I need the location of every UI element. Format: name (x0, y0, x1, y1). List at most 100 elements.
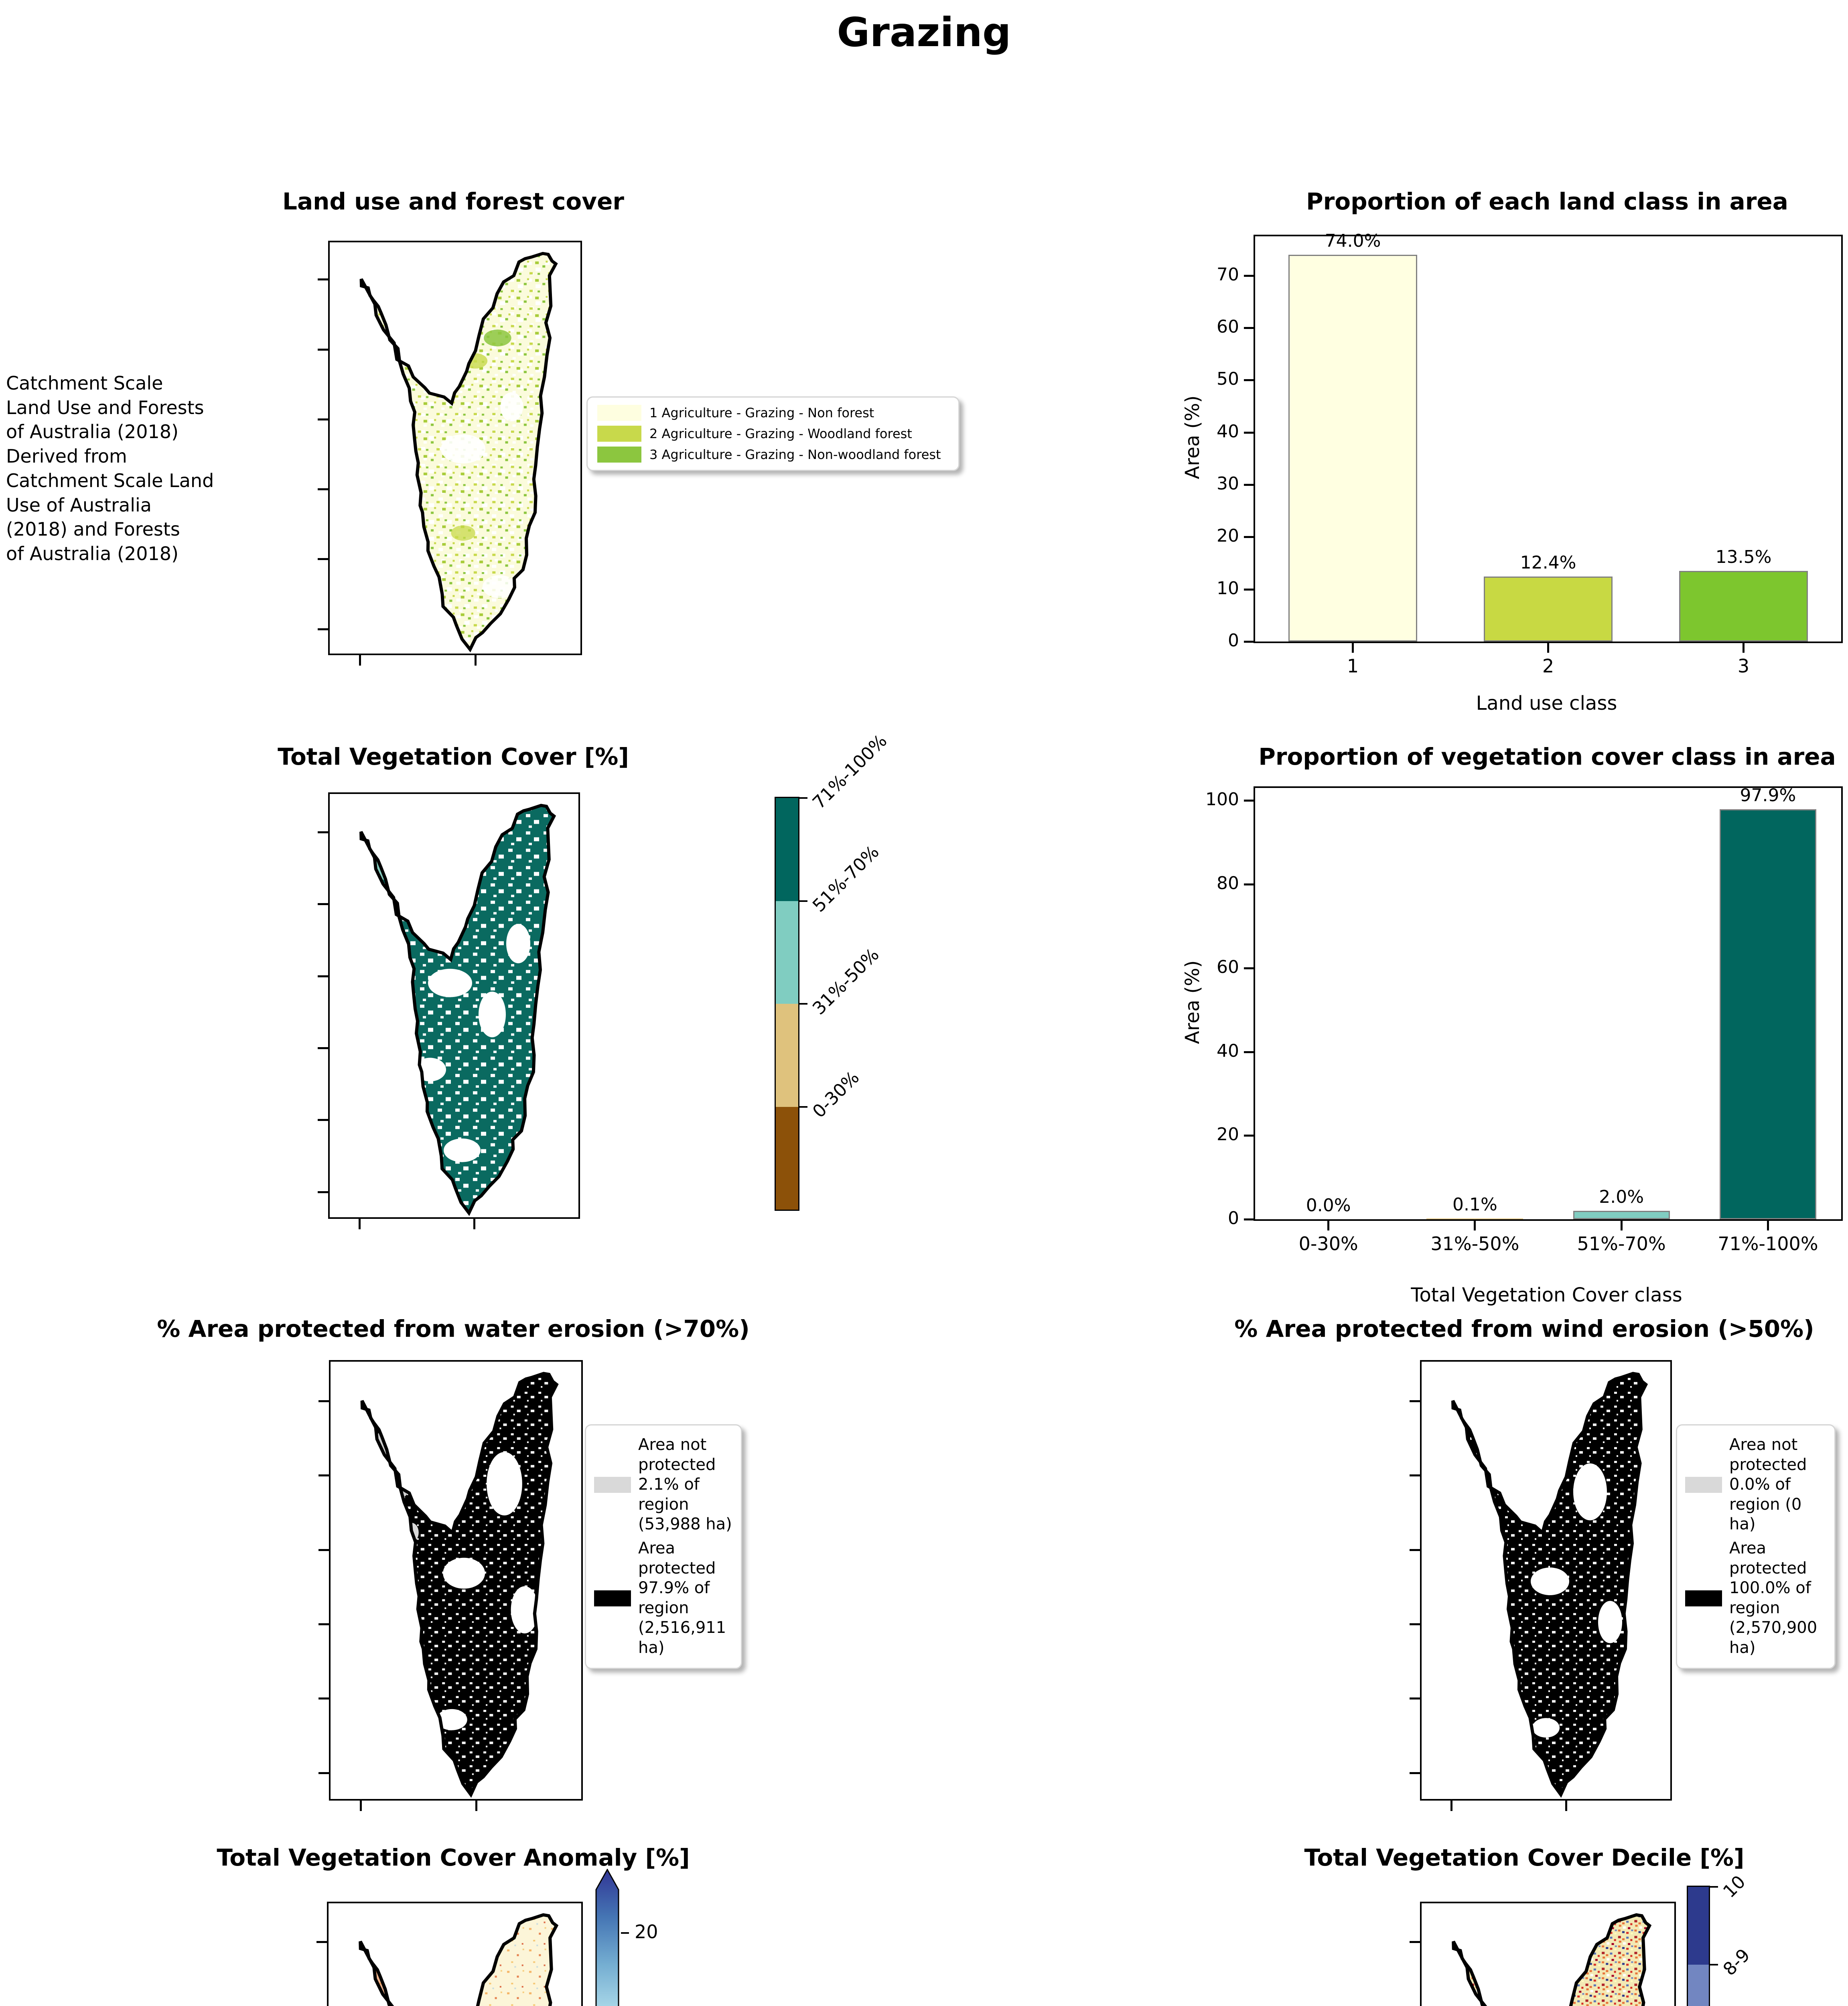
legend-item: 3 Agriculture - Grazing - Non-woodland f… (597, 447, 949, 463)
panel-title-wind-erosion: % Area protected from wind erosion (>50%… (1234, 1315, 1814, 1342)
y-tick (1244, 641, 1254, 643)
bar-veg_cover-51%-70% (1573, 1211, 1670, 1219)
map-wind-erosion (1410, 1360, 1672, 1811)
y-tick-label: 30 (1217, 473, 1239, 494)
map-left-tick (318, 628, 328, 630)
legend-land-use: 1 Agriculture - Grazing - Non forest 2 Ag… (586, 396, 959, 471)
map-left-tick (316, 1941, 327, 1943)
colorbar-tick (1710, 1964, 1718, 1966)
map-anomaly (316, 1902, 583, 2006)
x-tick (1327, 1221, 1330, 1230)
y-tick (1244, 327, 1254, 329)
x-tick (1743, 643, 1745, 653)
map-bottom-tick (475, 1801, 477, 1811)
map-left-tick (318, 348, 328, 351)
bar-value-label: 13.5% (1715, 547, 1772, 567)
colorbar-label: 8-9 (1719, 1945, 1754, 1980)
legend-water-erosion: Area not protected 2.1% of region (53,98… (585, 1424, 742, 1669)
map-left-tick (318, 1400, 329, 1403)
x-tick-label: 3 (1737, 655, 1750, 677)
legend-swatch (1685, 1590, 1722, 1606)
map-left-tick (318, 278, 328, 281)
colorbar-segment (776, 1004, 798, 1107)
y-tick (1244, 1051, 1254, 1053)
y-tick-label: 80 (1217, 873, 1239, 894)
colorbar-decile: 108-94-72-31 (1687, 1872, 1754, 2006)
bar-land_use-1 (1288, 255, 1418, 642)
colorbar-anomaly: 20100−10−20 (594, 1868, 699, 2006)
panel-title-land-use: Land use and forest cover (282, 188, 625, 215)
map-left-tick (318, 1119, 328, 1121)
map-left-tick (318, 418, 328, 420)
x-tick-label: 71%-100% (1718, 1233, 1818, 1255)
map-veg-cover (318, 792, 580, 1229)
panel-title-decile: Total Vegetation Cover Decile [%] (1304, 1844, 1745, 1871)
anomaly-tick-label: 20 (635, 1921, 658, 1943)
bar-value-label: 0.0% (1306, 1195, 1351, 1216)
chart-veg-class: 0 20 40 60 80 100 0-30% 0.0% 31%-50% 0.1% 51%-70% 2… (1205, 785, 1843, 1255)
legend-swatch (597, 426, 641, 442)
x-tick (1547, 643, 1549, 653)
map-land-use (318, 241, 582, 666)
legend-swatch (1685, 1476, 1722, 1493)
x-tick-label: 1 (1347, 655, 1359, 677)
page-title: Grazing (837, 9, 1011, 56)
legend-swatch (594, 1476, 631, 1493)
map-left-tick (318, 975, 328, 977)
map-left-tick (1410, 1697, 1420, 1700)
panel-title-veg-class-chart: Proportion of vegetation cover class in … (1258, 743, 1836, 770)
colorbar-segment (776, 901, 798, 1004)
x-axis-label-veg-class: Total Vegetation Cover class (1411, 1284, 1682, 1306)
colorbar-segment (776, 798, 798, 901)
x-tick-label: 51%-70% (1577, 1233, 1666, 1255)
colorbar-tick (1710, 1886, 1718, 1888)
map-left-tick (318, 1549, 329, 1551)
x-tick (1352, 643, 1354, 653)
legend-swatch (597, 447, 641, 463)
colorbar-segment (1688, 1965, 1709, 2006)
x-tick-label: 31%-50% (1430, 1233, 1519, 1255)
y-tick-label: 20 (1217, 526, 1239, 546)
legend-label: 3 Agriculture - Grazing - Non-woodland f… (649, 447, 941, 462)
colorbar-tick (799, 1003, 807, 1005)
anomaly-colorbar-gradient (595, 1868, 619, 2006)
map-left-tick (318, 1697, 329, 1700)
y-tick (1244, 431, 1254, 434)
legend-item: Area not protected 2.1% of region (53,98… (594, 1435, 733, 1535)
map-left-tick (318, 1474, 329, 1477)
bar-land_use-2 (1483, 577, 1613, 642)
map-left-tick (318, 1191, 328, 1193)
colorbar-label: 10 (1719, 1871, 1750, 1902)
legend-label: 2 Agriculture - Grazing - Woodland fores… (649, 426, 912, 441)
y-tick-label: 50 (1217, 369, 1239, 390)
y-tick-label: 40 (1217, 421, 1239, 442)
colorbar-veg-cover: 71%-100% 51%-70% 31%-50% 0-30% (775, 731, 891, 1211)
decile-map-image (1422, 1903, 1674, 2006)
legend-label: Area not protected 0.0% of region (0 ha) (1729, 1435, 1807, 1534)
colorbar-tick (799, 797, 807, 799)
map-bottom-tick (360, 1801, 362, 1811)
y-tick-label: 60 (1217, 317, 1239, 337)
legend-item: Area protected 100.0% of region (2,570,9… (1685, 1539, 1826, 1658)
map-water-erosion (318, 1360, 583, 1811)
map-bottom-tick (474, 655, 477, 666)
x-tick-label: 0-30% (1298, 1233, 1358, 1255)
legend-label: Area protected 100.0% of region (2,570,9… (1729, 1539, 1818, 1657)
land-use-map-image (330, 242, 580, 654)
y-tick (1244, 800, 1254, 802)
colorbar-label: 31%-50% (808, 944, 883, 1019)
y-tick-label: 20 (1217, 1124, 1239, 1145)
bar-value-label: 2.0% (1599, 1187, 1644, 1207)
bar-land_use-3 (1679, 571, 1808, 642)
legend-item: 1 Agriculture - Grazing - Non forest (597, 405, 949, 421)
y-tick-label: 60 (1217, 956, 1239, 977)
legend-label: Area not protected 2.1% of region (53,98… (638, 1435, 732, 1534)
panel-title-veg-cover: Total Vegetation Cover [%] (278, 743, 629, 770)
map-left-tick (1410, 1623, 1420, 1625)
bar-veg_cover-71%-100% (1719, 809, 1816, 1219)
veg-cover-map-image (330, 794, 578, 1217)
y-tick (1244, 588, 1254, 591)
panel-title-anomaly: Total Vegetation Cover Anomaly [%] (217, 1844, 690, 1871)
y-tick (1244, 967, 1254, 969)
map-left-tick (318, 1772, 329, 1774)
